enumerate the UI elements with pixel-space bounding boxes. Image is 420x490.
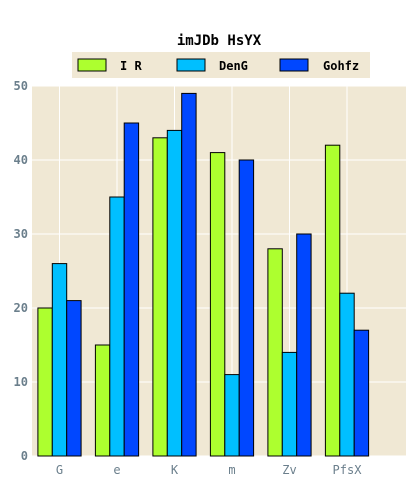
y-tick-label: 50 <box>14 79 28 93</box>
bar-i-r-k <box>152 137 168 457</box>
legend-swatch <box>176 58 206 72</box>
bars <box>37 92 370 457</box>
y-tick-label: 30 <box>14 227 28 241</box>
bar-i-r-e <box>94 344 111 457</box>
y-tick-label: 20 <box>14 301 28 315</box>
bar-deng-g <box>51 263 68 457</box>
bar-gohfz-e <box>123 122 140 457</box>
legend-swatch <box>279 58 309 72</box>
bar-deng-zv <box>281 351 298 457</box>
legend-label: DenG <box>219 59 248 73</box>
legend-label: I R <box>120 59 142 73</box>
legend-label: Gohfz <box>323 59 359 73</box>
x-tick-label: e <box>113 463 120 477</box>
bar-i-r-pfsx <box>324 144 341 457</box>
bar-gohfz-zv <box>296 233 312 457</box>
bar-deng-m <box>224 374 240 457</box>
chart-title: imJDb HsYX <box>177 33 262 49</box>
legend-box <box>72 52 370 78</box>
bar-i-r-g <box>37 307 53 457</box>
bar-gohfz-k <box>181 92 197 457</box>
bar-gohfz-m <box>238 159 255 457</box>
legend-swatch <box>77 58 107 72</box>
bar-deng-pfsx <box>339 292 355 457</box>
x-tick-label: G <box>56 463 63 477</box>
bar-gohfz-g <box>66 300 82 457</box>
x-tick-label: Zv <box>282 463 296 477</box>
bar-deng-k <box>166 129 183 457</box>
x-tick-label: K <box>171 463 179 477</box>
bar-i-r-m <box>209 152 226 457</box>
bar-deng-e <box>109 196 125 457</box>
y-tick-label: 40 <box>14 153 28 167</box>
legend: I R DenG Gohfz <box>72 52 370 78</box>
y-tick-label: 10 <box>14 375 28 389</box>
x-tick-label: PfsX <box>333 463 363 477</box>
y-tick-label: 0 <box>21 449 28 463</box>
bar-gohfz-pfsx <box>353 329 370 457</box>
x-tick-label: m <box>228 463 235 477</box>
bar-i-r-zv <box>267 248 283 457</box>
